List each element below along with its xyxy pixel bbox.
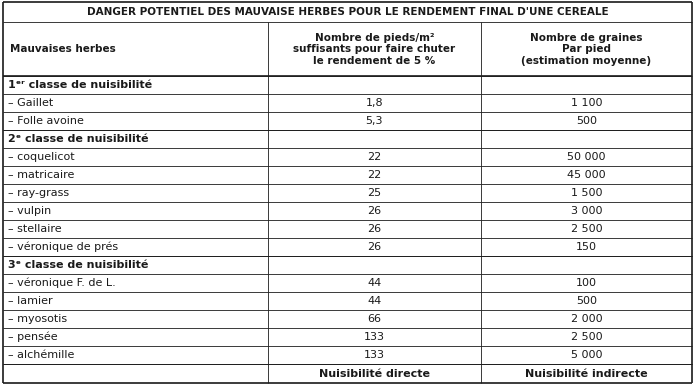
Text: – vulpin: – vulpin	[8, 206, 51, 216]
Text: 5,3: 5,3	[366, 116, 383, 126]
Bar	[3, 364, 692, 383]
Bar	[3, 328, 692, 346]
Bar	[3, 77, 692, 94]
Text: 26: 26	[368, 224, 382, 234]
Bar	[3, 148, 692, 166]
Text: – Gaillet: – Gaillet	[8, 99, 54, 109]
Text: 22: 22	[367, 152, 382, 162]
Text: 133: 133	[364, 350, 385, 360]
Text: 44: 44	[367, 296, 382, 306]
Text: 45 000: 45 000	[567, 170, 606, 180]
Text: 26: 26	[368, 242, 382, 252]
Bar	[3, 292, 692, 310]
Text: 44: 44	[367, 278, 382, 288]
Text: 26: 26	[368, 206, 382, 216]
Text: – ray-grass: – ray-grass	[8, 188, 70, 198]
Bar	[3, 112, 692, 131]
Text: 133: 133	[364, 332, 385, 342]
Text: – Folle avoine: – Folle avoine	[8, 116, 84, 126]
Bar	[3, 310, 692, 328]
Text: Nuisibilité directe: Nuisibilité directe	[319, 369, 430, 379]
Text: Nuisibilité indirecte: Nuisibilité indirecte	[525, 369, 648, 379]
Text: 22: 22	[367, 170, 382, 180]
Text: DANGER POTENTIEL DES MAUVAISE HERBES POUR LE RENDEMENT FINAL D'UNE CEREALE: DANGER POTENTIEL DES MAUVAISE HERBES POU…	[87, 7, 608, 17]
Bar	[3, 131, 692, 148]
Text: 2 500: 2 500	[571, 224, 602, 234]
Text: – alchémille: – alchémille	[8, 350, 75, 360]
Text: 5 000: 5 000	[571, 350, 602, 360]
Text: 50 000: 50 000	[567, 152, 605, 162]
Text: 1ᵉʳ classe de nuisibilité: 1ᵉʳ classe de nuisibilité	[8, 80, 152, 90]
Text: – matricaire: – matricaire	[8, 170, 75, 180]
Text: Nombre de graines
Par pied
(estimation moyenne): Nombre de graines Par pied (estimation m…	[521, 33, 651, 66]
Text: – myosotis: – myosotis	[8, 314, 67, 324]
Text: 2 000: 2 000	[571, 314, 602, 324]
Bar	[3, 166, 692, 184]
Bar	[3, 2, 692, 22]
Text: 1 500: 1 500	[571, 188, 602, 198]
Text: Nombre de pieds/m²
suffisants pour faire chuter
le rendement de 5 %: Nombre de pieds/m² suffisants pour faire…	[293, 33, 455, 66]
Bar	[3, 94, 692, 112]
Bar	[3, 274, 692, 292]
Bar	[3, 22, 692, 77]
Text: 1,8: 1,8	[366, 99, 383, 109]
Text: Mauvaises herbes: Mauvaises herbes	[10, 44, 115, 54]
Text: 100: 100	[576, 278, 597, 288]
Text: 2ᵉ classe de nuisibilité: 2ᵉ classe de nuisibilité	[8, 134, 149, 144]
Text: 3 000: 3 000	[571, 206, 602, 216]
Text: 150: 150	[576, 242, 597, 252]
Text: 66: 66	[368, 314, 382, 324]
Bar	[3, 256, 692, 274]
Bar	[3, 346, 692, 364]
Text: 500: 500	[576, 296, 597, 306]
Text: – pensée: – pensée	[8, 332, 58, 342]
Text: 3ᵉ classe de nuisibilité: 3ᵉ classe de nuisibilité	[8, 260, 149, 270]
Text: – véronique de prés: – véronique de prés	[8, 242, 118, 253]
Bar	[3, 202, 692, 220]
Text: 500: 500	[576, 116, 597, 126]
Text: 2 500: 2 500	[571, 332, 602, 342]
Text: 25: 25	[368, 188, 382, 198]
Bar	[3, 238, 692, 256]
Bar	[3, 220, 692, 238]
Text: – véronique F. de L.: – véronique F. de L.	[8, 278, 116, 288]
Bar	[3, 184, 692, 202]
Text: – lamier: – lamier	[8, 296, 53, 306]
Text: – coquelicot: – coquelicot	[8, 152, 75, 162]
Text: 1 100: 1 100	[571, 99, 602, 109]
Text: – stellaire: – stellaire	[8, 224, 62, 234]
